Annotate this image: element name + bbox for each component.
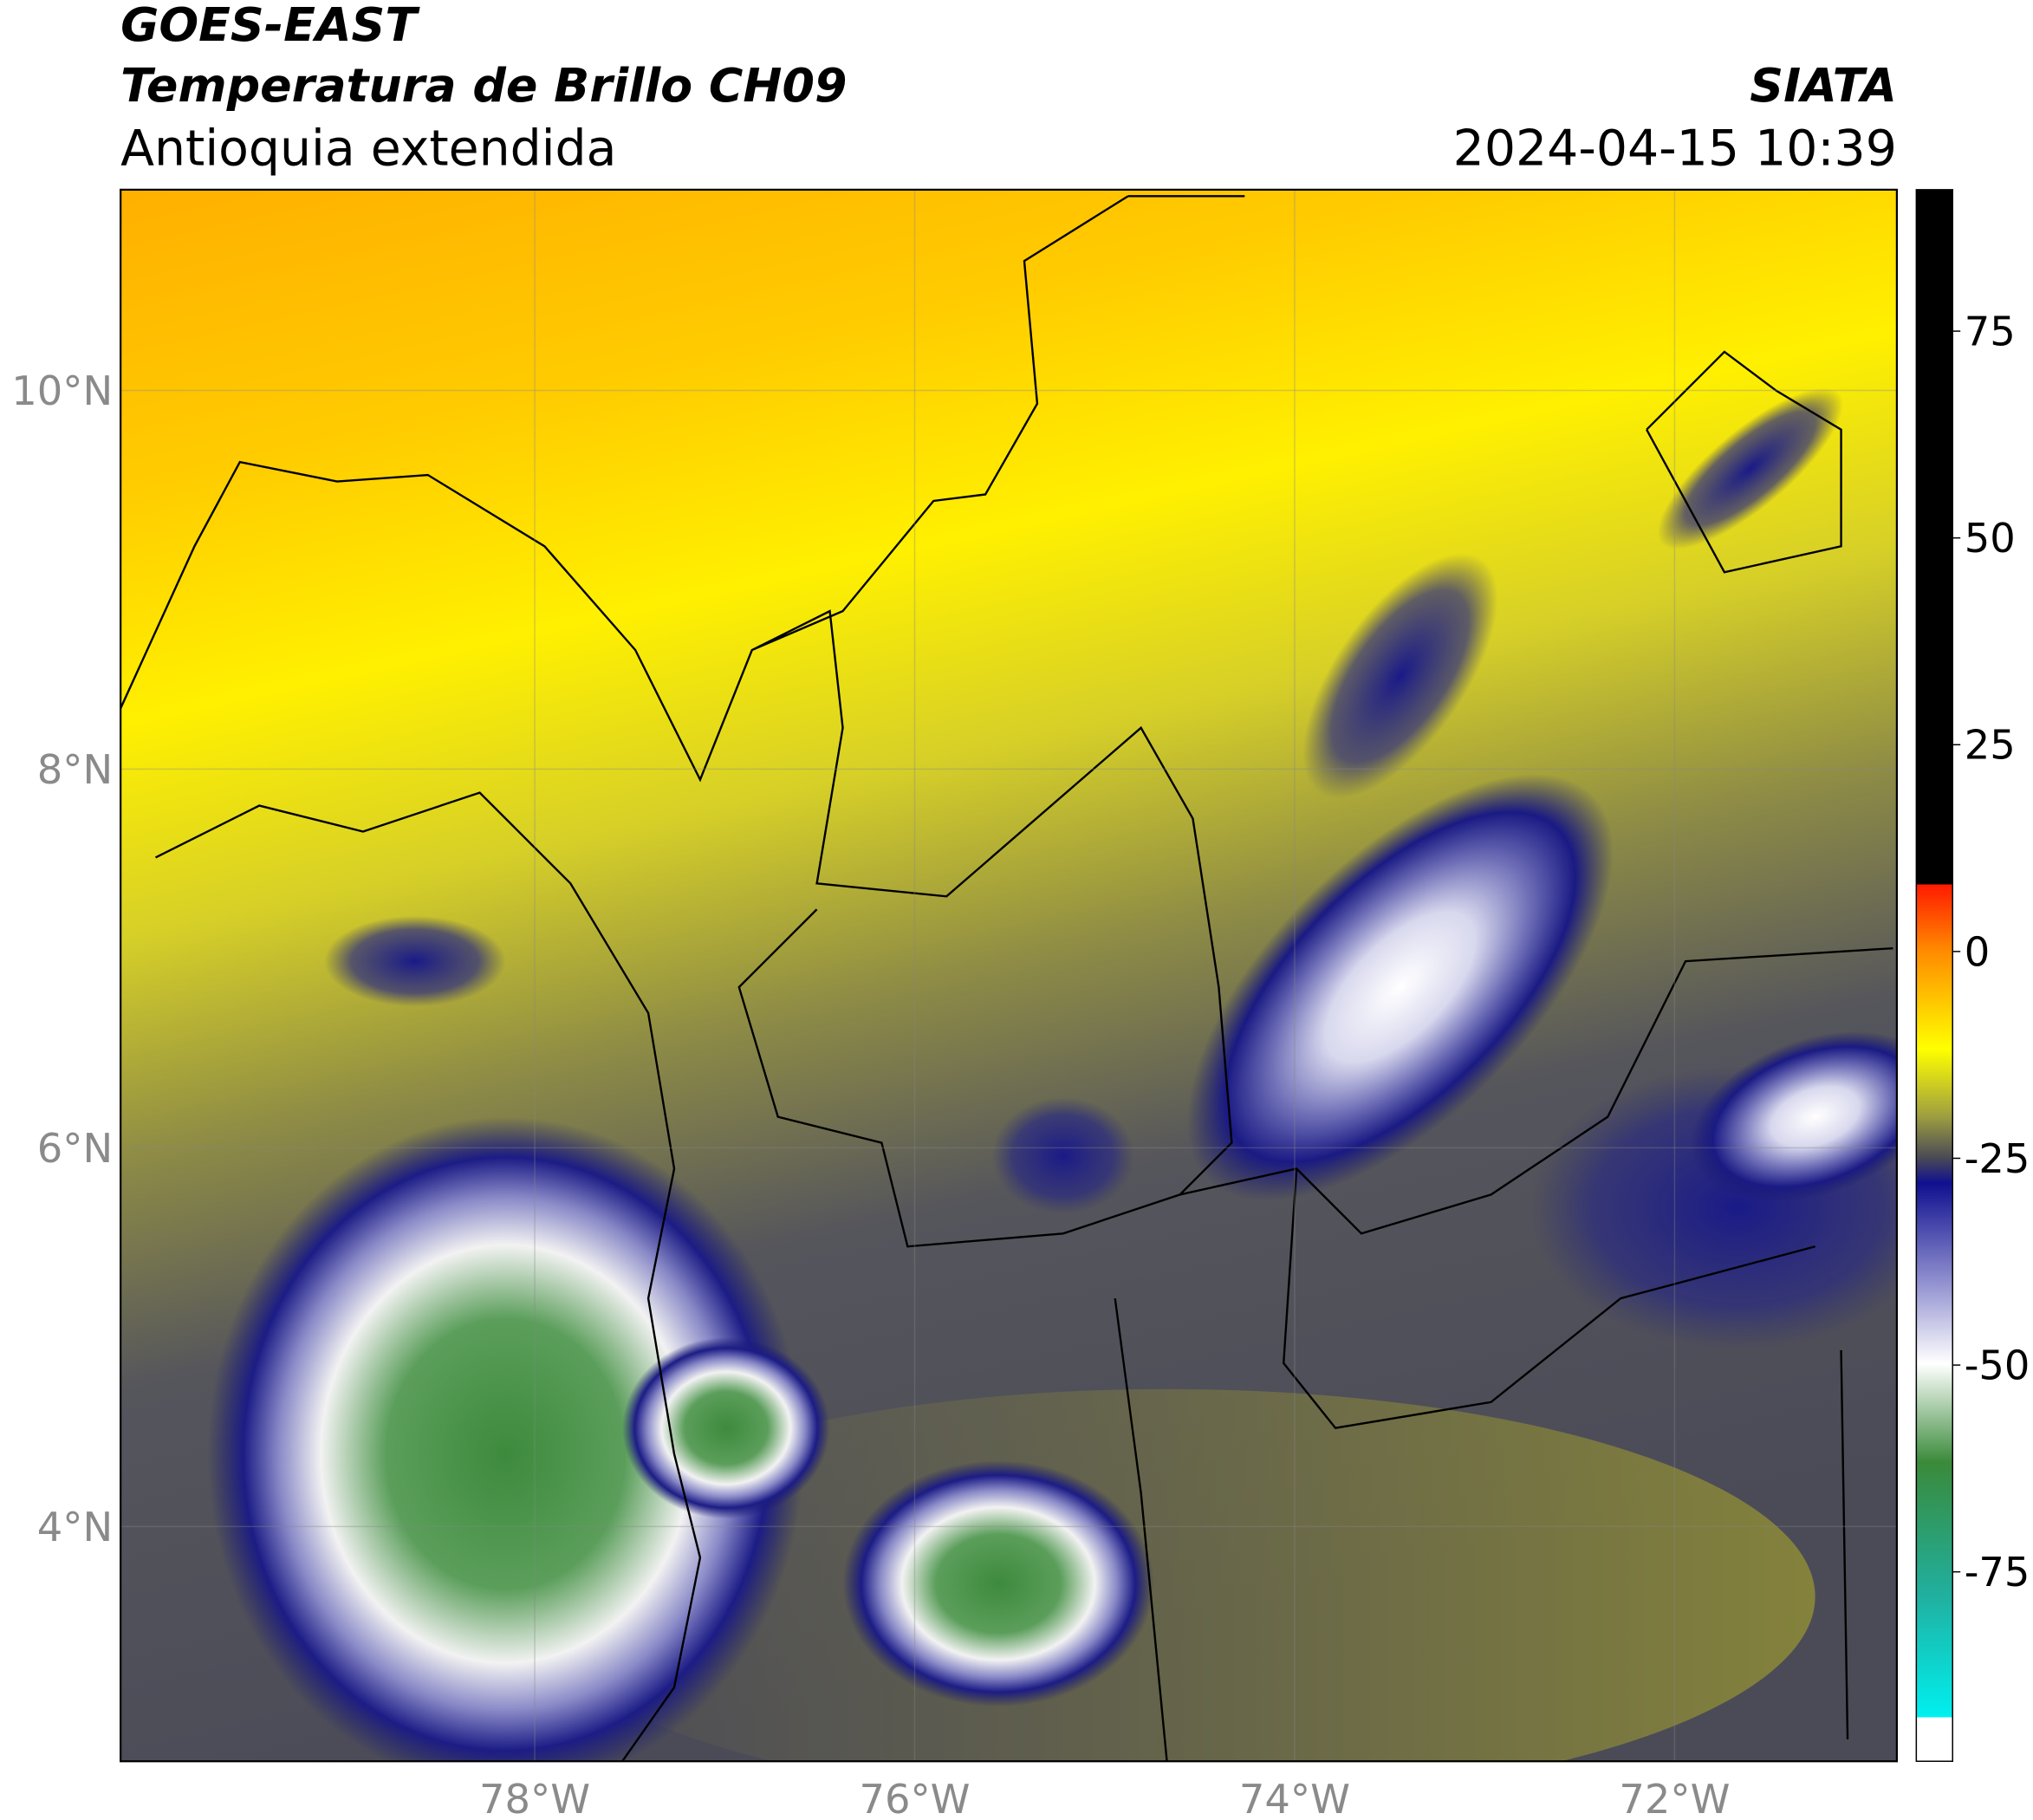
cloud-cluster	[622, 1336, 830, 1519]
cloud-band	[324, 915, 506, 1007]
colorbar-tick-label: -50	[1965, 1342, 2030, 1389]
colorbar-tick-label: -75	[1965, 1549, 2030, 1596]
region-subtitle: Antioquia extendida	[120, 120, 616, 177]
colorbar-tick-label: 0	[1965, 928, 1991, 975]
colorbar-tick-label: -25	[1965, 1135, 2030, 1182]
colorbar-tick-label: 50	[1965, 515, 2016, 562]
y-tick-label: 10°N	[11, 367, 113, 414]
y-tick-label: 4°N	[37, 1504, 113, 1550]
x-tick-label: 72°W	[1619, 1776, 1730, 1820]
x-tick-label: 76°W	[859, 1776, 970, 1820]
cloud-cluster	[1186, 773, 1614, 1201]
datetime-label: 2024-04-15 10:39	[1453, 120, 1897, 177]
colorbar-tick-label: 75	[1965, 309, 2016, 355]
cloud-cluster	[1690, 1030, 1897, 1203]
map-imagery	[120, 189, 1897, 1762]
cloud-band	[991, 1097, 1135, 1214]
product-title: Temperatura de Brillo CH09	[120, 58, 847, 113]
cloud-cluster	[207, 1116, 804, 1762]
map-frame	[120, 188, 1899, 1763]
cloud-cluster	[842, 1460, 1154, 1707]
cloud-band	[1302, 553, 1498, 799]
x-tick-label: 74°W	[1239, 1776, 1350, 1820]
cloud-band	[1657, 387, 1843, 549]
y-tick-label: 8°N	[37, 746, 113, 793]
y-tick-label: 6°N	[37, 1125, 113, 1172]
colorbar-tick-label: 25	[1965, 722, 2016, 769]
grid	[120, 189, 1897, 1762]
source-label: SIATA	[1750, 58, 1897, 113]
olive-region	[518, 1388, 1815, 1762]
satellite-title: GOES-EAST	[120, 0, 420, 52]
x-tick-label: 78°W	[479, 1776, 590, 1820]
boundaries	[120, 195, 1893, 1762]
colorbar	[1915, 189, 1953, 1762]
